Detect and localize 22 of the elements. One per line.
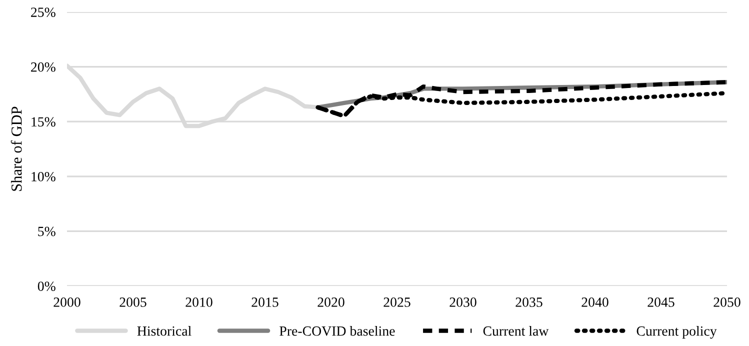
y-tick-label: 0% xyxy=(38,282,56,291)
x-tick-label: 2015 xyxy=(252,298,278,307)
legend-label: Pre-COVID baseline xyxy=(280,326,395,336)
x-tick-label: 2000 xyxy=(54,298,80,307)
y-tick-label: 20% xyxy=(31,62,56,72)
legend-label: Current policy xyxy=(636,326,717,339)
y-tick-label: 10% xyxy=(32,172,56,182)
x-tick-label: 2010 xyxy=(186,298,212,307)
x-tick-label: 2040 xyxy=(582,298,608,307)
x-tick-label: 2005 xyxy=(120,298,146,307)
legend-label: Historical xyxy=(137,326,192,336)
x-tick-label: 2020 xyxy=(318,298,344,307)
x-tick-label: 2035 xyxy=(516,298,542,307)
x-tick-label: 2025 xyxy=(384,298,410,307)
y-axis-title: Share of GDP xyxy=(10,106,22,191)
legend-label: Current law xyxy=(483,326,549,336)
y-tick-label: 25% xyxy=(31,8,56,17)
y-tick-label: 15% xyxy=(32,117,56,127)
y-tick-label: 5% xyxy=(38,226,56,236)
x-tick-label: 2050 xyxy=(714,298,740,307)
x-tick-label: 2045 xyxy=(648,298,674,307)
x-tick-label: 2030 xyxy=(450,298,476,307)
